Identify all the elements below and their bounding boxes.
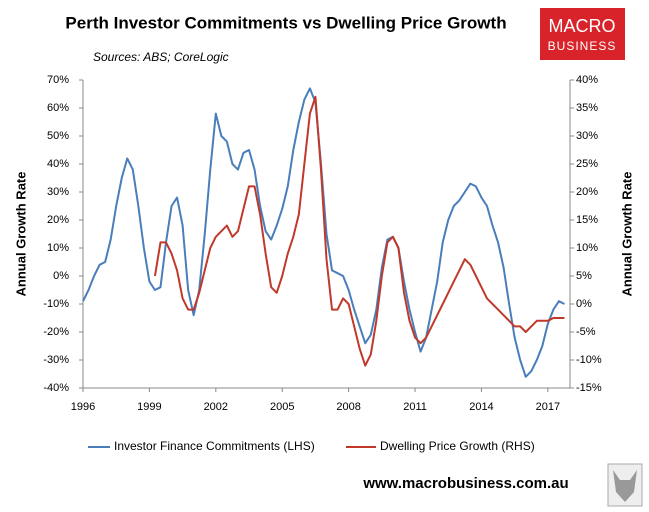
y2-tick-label: 40% bbox=[576, 74, 598, 86]
logo-box bbox=[540, 8, 625, 60]
chart-title: Perth Investor Commitments vs Dwelling P… bbox=[65, 13, 506, 32]
x-tick-label: 2011 bbox=[403, 401, 427, 413]
y-axis-title: Annual Growth Rate bbox=[13, 172, 28, 297]
x-tick-label: 2014 bbox=[469, 401, 493, 413]
x-tick-label: 1999 bbox=[137, 401, 161, 413]
y-tick-label: 60% bbox=[47, 102, 69, 114]
y-tick-label: 20% bbox=[47, 214, 69, 226]
icon-wolf bbox=[613, 470, 637, 502]
y-tick-label: -30% bbox=[43, 354, 69, 366]
y2-tick-label: 25% bbox=[576, 158, 598, 170]
y2-tick-label: -10% bbox=[576, 354, 602, 366]
y2-tick-label: 5% bbox=[576, 270, 592, 282]
y-tick-label: -20% bbox=[43, 326, 69, 338]
y2-tick-label: 10% bbox=[576, 242, 598, 254]
y2-tick-label: 15% bbox=[576, 214, 598, 226]
y-tick-label: -10% bbox=[43, 298, 69, 310]
legend-label: Dwelling Price Growth (RHS) bbox=[380, 439, 535, 453]
x-tick-label: 2008 bbox=[336, 401, 360, 413]
y-tick-label: 70% bbox=[47, 74, 69, 86]
website: www.macrobusiness.com.au bbox=[362, 475, 568, 492]
y2-tick-label: 35% bbox=[576, 102, 598, 114]
wolf-icon bbox=[607, 463, 643, 507]
y-tick-label: 0% bbox=[53, 270, 69, 282]
y-tick-label: 40% bbox=[47, 158, 69, 170]
legend-label: Investor Finance Commitments (LHS) bbox=[114, 439, 315, 453]
chart-subtitle: Sources: ABS; CoreLogic bbox=[93, 50, 229, 64]
x-tick-label: 2002 bbox=[204, 401, 228, 413]
logo: MACRO BUSINESS bbox=[540, 8, 625, 60]
y2-tick-label: -15% bbox=[576, 382, 602, 394]
y2-axis-title: Annual Growth Rate bbox=[619, 172, 634, 297]
logo-top: MACRO bbox=[549, 16, 616, 36]
y2-tick-label: 0% bbox=[576, 298, 592, 310]
y-tick-label: -40% bbox=[43, 382, 69, 394]
x-tick-label: 1996 bbox=[71, 401, 95, 413]
series-line bbox=[153, 95, 565, 367]
y-tick-label: 50% bbox=[47, 130, 69, 142]
y-tick-label: 30% bbox=[47, 186, 69, 198]
legend: Investor Finance Commitments (LHS) Dwell… bbox=[88, 439, 535, 453]
x-tick-label: 2017 bbox=[536, 401, 560, 413]
y2-tick-label: 20% bbox=[576, 186, 598, 198]
x-tick-label: 2005 bbox=[270, 401, 294, 413]
y2-tick-label: 30% bbox=[576, 130, 598, 142]
series-line bbox=[82, 87, 565, 378]
y2-tick-label: -5% bbox=[576, 326, 596, 338]
logo-bottom: BUSINESS bbox=[548, 39, 617, 53]
y-tick-label: 10% bbox=[47, 242, 69, 254]
